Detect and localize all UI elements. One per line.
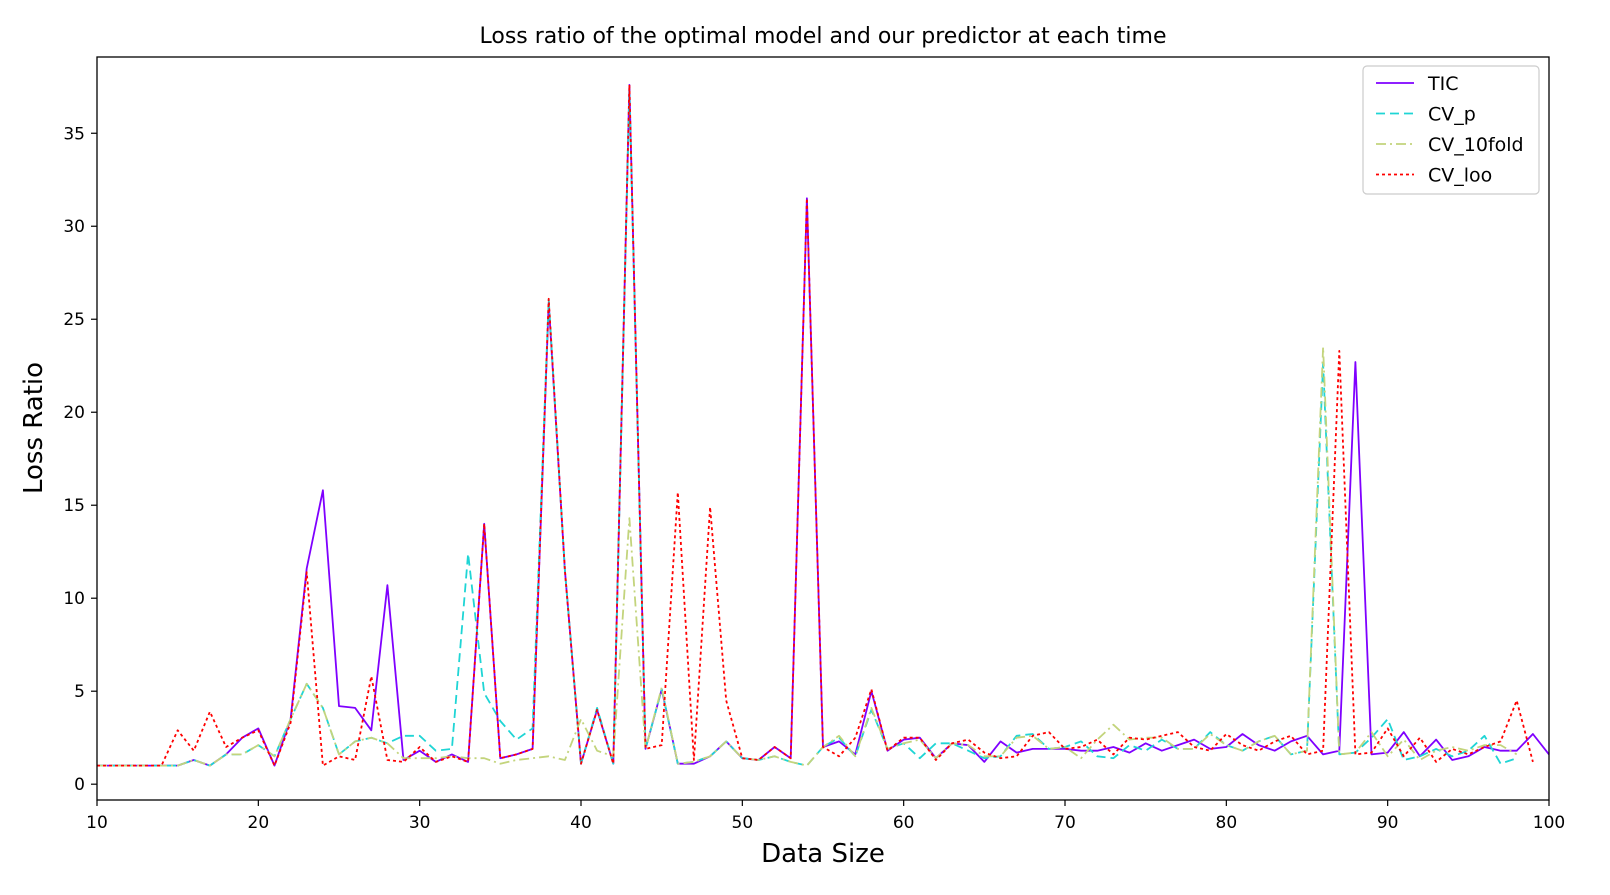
y-tick-label: 15 — [63, 496, 85, 516]
x-tick-label: 10 — [86, 813, 108, 833]
plot-frame — [96, 56, 1550, 801]
series-layer — [97, 84, 1550, 767]
x-tick-label: 40 — [570, 813, 592, 833]
x-tick-label: 100 — [1533, 813, 1565, 833]
chart-title: Loss ratio of the optimal model and our … — [480, 24, 1167, 49]
x-axis-title: Data Size — [761, 839, 885, 869]
x-tick-label: 20 — [248, 813, 270, 833]
x-tick-label: 70 — [1054, 813, 1076, 833]
x-axis: 10 20 30 40 50 60 70 80 90 100 — [86, 800, 1565, 833]
y-tick-label: 35 — [63, 124, 85, 144]
x-tick-label: 90 — [1377, 813, 1399, 833]
y-tick-label: 0 — [74, 775, 85, 795]
legend-label-cv-loo: CV_loo — [1428, 165, 1492, 187]
y-tick-label: 5 — [74, 682, 85, 702]
x-tick-label: 30 — [409, 813, 431, 833]
x-tick-label: 60 — [893, 813, 915, 833]
legend-box — [1362, 65, 1540, 195]
legend-label-tic: TIC — [1427, 73, 1458, 95]
y-axis: 0 5 10 15 20 25 30 35 — [63, 124, 97, 795]
legend: TIC CV_p CV_10fold CV_loo — [1362, 65, 1540, 195]
legend-label-cv-10fold: CV_10fold — [1428, 134, 1524, 156]
x-tick-label: 50 — [732, 813, 754, 833]
y-tick-label: 20 — [63, 403, 85, 423]
series-line-cv-p — [97, 89, 1517, 767]
y-tick-label: 10 — [63, 589, 85, 609]
y-axis-title: Loss Ratio — [19, 362, 49, 494]
y-tick-label: 25 — [63, 310, 85, 330]
series-line-cv-loo — [97, 84, 1534, 767]
legend-label-cv-p: CV_p — [1428, 104, 1476, 126]
x-tick-label: 80 — [1216, 813, 1238, 833]
y-tick-label: 30 — [63, 217, 85, 237]
